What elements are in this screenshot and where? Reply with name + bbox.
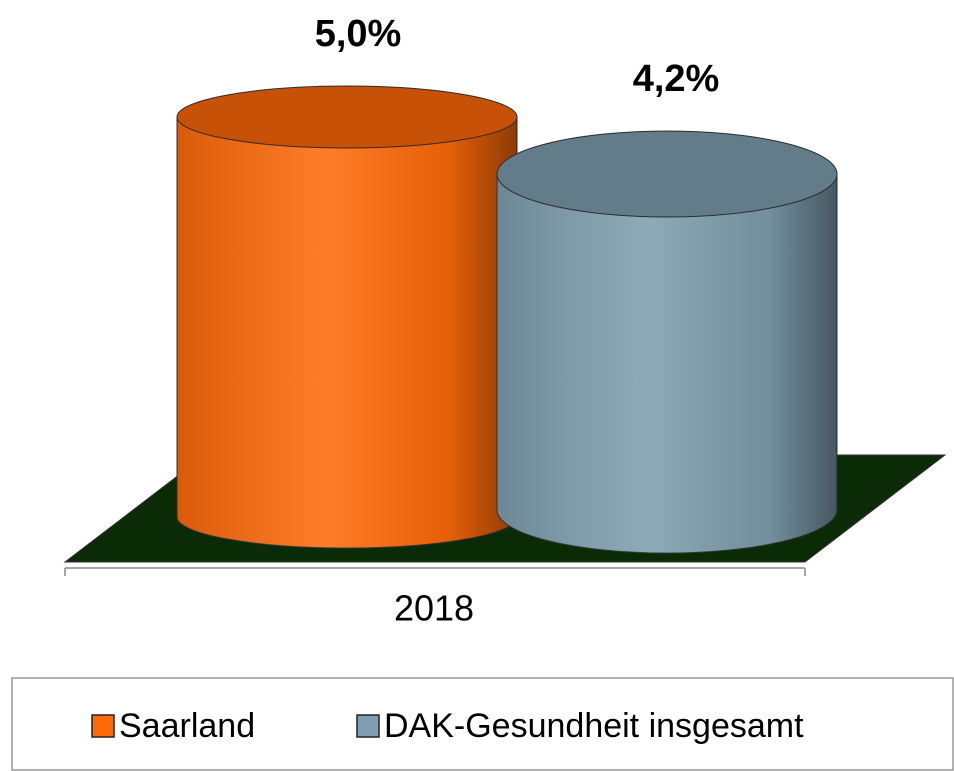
bar-shade [497,174,837,553]
legend-box [11,677,954,771]
bar-top [176,85,518,149]
bar-top-shade [497,131,837,217]
value-label: 5,0% [315,13,402,55]
legend-label: Saarland [119,707,255,745]
legend-label: DAK-Gesundheit insgesamt [384,707,804,745]
value-label: 4,2% [633,58,720,100]
bar-top-shade [177,86,517,148]
legend-swatch [356,714,380,738]
bar-shade [177,117,517,548]
bar-top [496,130,838,218]
legend-swatch [91,714,115,738]
x-tick-label: 2018 [394,588,474,629]
